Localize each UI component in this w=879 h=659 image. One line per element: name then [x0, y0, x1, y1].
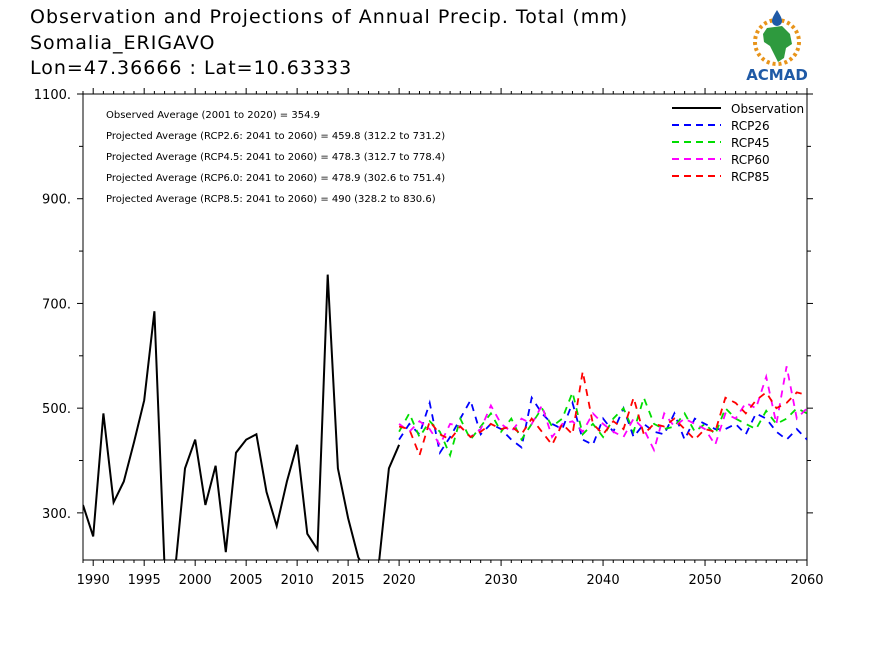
x-tick-label: 2000: [179, 573, 212, 588]
y-tick-label: 500.: [42, 402, 71, 417]
legend-label-rcp26: RCP26: [731, 119, 770, 133]
legend: Observation RCP26 RCP45 RCP60 RCP85: [672, 102, 804, 184]
x-tick-label: 2050: [688, 573, 721, 588]
y-tick-label: 1100.: [34, 88, 71, 103]
x-tick-label: 2030: [485, 573, 518, 588]
acmad-logo: ACMAD: [746, 10, 808, 84]
x-tick-label: 1990: [77, 573, 110, 588]
series-line-rcp26: [398, 395, 807, 456]
annotation-rcp60: Projected Average (RCP6.0: 2041 to 2060)…: [106, 173, 445, 184]
series-line-rcp85: [398, 371, 807, 459]
legend-label-observation: Observation: [731, 102, 804, 116]
x-tick-label: 2015: [332, 573, 365, 588]
y-tick-label: 900.: [42, 193, 71, 208]
africa-drop-logo-icon: [753, 10, 801, 66]
annotations: Observed Average (2001 to 2020) = 354.9 …: [106, 110, 445, 205]
annotation-rcp85: Projected Average (RCP8.5: 2041 to 2060)…: [106, 194, 436, 205]
legend-label-rcp60: RCP60: [731, 153, 770, 167]
annotation-rcp45: Projected Average (RCP4.5: 2041 to 2060)…: [106, 152, 445, 163]
annotation-rcp26: Projected Average (RCP2.6: 2041 to 2060)…: [106, 131, 445, 142]
chart-title: Observation and Projections of Annual Pr…: [30, 6, 629, 28]
logo-text: ACMAD: [746, 66, 808, 84]
series-line-rcp45: [398, 389, 807, 458]
annotation-observed: Observed Average (2001 to 2020) = 354.9: [106, 110, 320, 121]
x-tick-label: 2040: [587, 573, 620, 588]
legend-label-rcp85: RCP85: [731, 170, 770, 184]
series-line-rcp60: [398, 366, 807, 453]
station-name: Somalia_ERIGAVO: [30, 32, 216, 54]
x-tick-label: 1995: [128, 573, 161, 588]
y-tick-label: 300.: [42, 507, 71, 522]
y-tick-label: 700.: [42, 297, 71, 312]
x-tick-label: 2005: [230, 573, 263, 588]
x-tick-label: 2020: [383, 573, 416, 588]
station-coordinates: Lon=47.36666 : Lat=10.63333: [30, 57, 353, 79]
x-tick-label: 2010: [281, 573, 314, 588]
x-tick-label: 2060: [790, 573, 823, 588]
series-group: [83, 274, 807, 560]
legend-label-rcp45: RCP45: [731, 136, 770, 150]
series-line-observation: [83, 274, 401, 560]
plot-frame: [82, 93, 808, 561]
